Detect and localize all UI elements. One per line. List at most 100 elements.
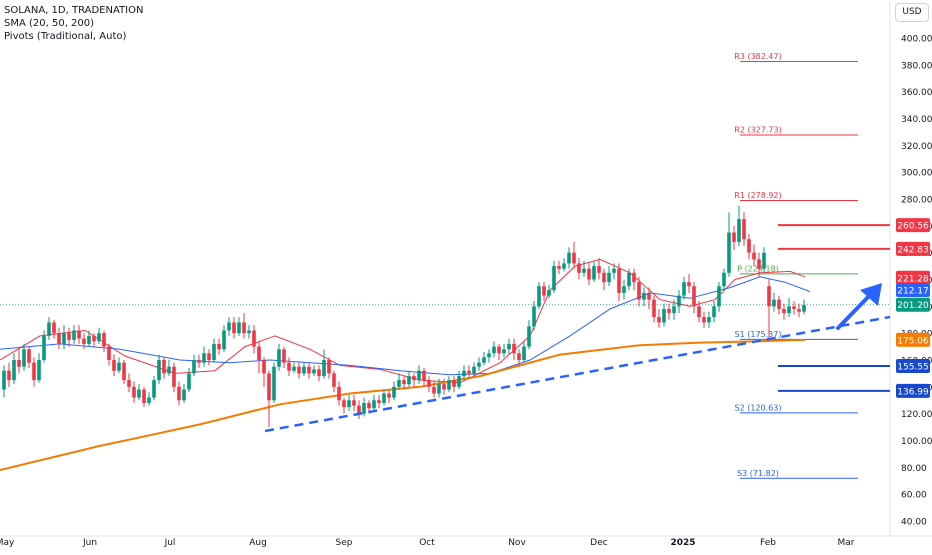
candle-body bbox=[772, 299, 776, 307]
candle-body bbox=[27, 349, 31, 363]
candle-body bbox=[527, 326, 531, 347]
candle-body bbox=[227, 322, 231, 331]
candle-body bbox=[787, 306, 791, 314]
arrow-shaft bbox=[836, 291, 874, 330]
candle-body bbox=[797, 309, 801, 312]
price-tag bbox=[896, 297, 930, 312]
candle-body bbox=[382, 393, 386, 403]
candle-body bbox=[792, 306, 796, 310]
trendline bbox=[264, 315, 891, 433]
candle-body bbox=[387, 393, 391, 398]
candle-body bbox=[567, 252, 571, 264]
candle-body bbox=[497, 346, 501, 354]
candle-body bbox=[322, 360, 326, 377]
x-tick-label: Mar bbox=[838, 538, 855, 548]
candle-body bbox=[77, 330, 81, 339]
candle-body bbox=[547, 290, 551, 296]
x-tick-label: Nov bbox=[508, 538, 526, 548]
x-tick-label: Sep bbox=[336, 538, 353, 548]
candle-body bbox=[117, 362, 121, 371]
candle-body bbox=[482, 357, 486, 363]
x-tick-label: Jun bbox=[82, 538, 97, 548]
candle-body bbox=[437, 384, 441, 394]
candle-body bbox=[377, 400, 381, 403]
candle-body bbox=[627, 272, 631, 287]
candle-body bbox=[272, 366, 276, 401]
level-tag-label: 260.56 bbox=[897, 222, 929, 232]
candle-body bbox=[237, 322, 241, 334]
candle-body bbox=[187, 373, 191, 390]
candle-body bbox=[87, 335, 91, 344]
sma-line bbox=[0, 258, 806, 384]
candle-body bbox=[757, 259, 761, 269]
price-tag-label: 201.20 bbox=[897, 301, 929, 311]
candle-body bbox=[112, 360, 116, 371]
y-tick-label: 360.00 bbox=[901, 88, 932, 98]
candle-body bbox=[292, 366, 296, 371]
candle-body bbox=[282, 349, 286, 363]
candle-body bbox=[122, 362, 126, 381]
candle-body bbox=[137, 389, 141, 398]
candle-body bbox=[602, 272, 606, 283]
legend-sma: SMA (20, 50, 200) bbox=[4, 18, 95, 29]
candle-body bbox=[332, 373, 336, 387]
candle-body bbox=[447, 380, 451, 390]
candle-body bbox=[457, 376, 461, 387]
pivot-label: R1 (278.92) bbox=[734, 191, 781, 200]
candle-body bbox=[402, 380, 406, 385]
candle-body bbox=[802, 304, 806, 312]
price-tag-label: 175.06 bbox=[897, 336, 929, 346]
currency-button[interactable]: USD bbox=[895, 3, 929, 22]
candle-body bbox=[287, 362, 291, 371]
y-tick-label: 380.00 bbox=[901, 61, 932, 71]
candle-body bbox=[552, 266, 556, 291]
candle-body bbox=[622, 286, 626, 293]
candle-body bbox=[102, 333, 106, 347]
y-tick-label: 120.00 bbox=[901, 410, 932, 420]
pivot-label: R2 (327.73) bbox=[734, 125, 781, 134]
y-tick-label: 80.00 bbox=[901, 464, 927, 474]
price-tag bbox=[896, 270, 930, 285]
pivot-label: S1 (175.37) bbox=[735, 330, 782, 339]
candle-body bbox=[302, 366, 306, 374]
candle-body bbox=[537, 286, 541, 307]
price-tag bbox=[896, 332, 930, 347]
price-tag-label: 221.28 bbox=[897, 274, 929, 284]
candle-body bbox=[42, 335, 46, 360]
candle-body bbox=[52, 322, 56, 334]
candle-body bbox=[147, 397, 151, 403]
price-tag-label: 212.17 bbox=[897, 287, 929, 297]
candle-body bbox=[317, 369, 321, 377]
candle-body bbox=[782, 309, 786, 314]
candle-body bbox=[337, 386, 341, 401]
y-tick-label: 60.00 bbox=[901, 491, 927, 501]
candle-body bbox=[572, 252, 576, 264]
candle-body bbox=[667, 309, 671, 314]
candle-body bbox=[657, 317, 661, 323]
candle-body bbox=[512, 343, 516, 354]
x-tick-label: Feb bbox=[760, 538, 776, 548]
candle-body bbox=[157, 360, 161, 381]
candle-body bbox=[577, 263, 581, 273]
candle-body bbox=[182, 389, 186, 401]
pivot-label: S3 (71.82) bbox=[737, 469, 779, 478]
y-tick-label: 340.00 bbox=[901, 115, 932, 125]
candle-body bbox=[362, 402, 366, 414]
candle-body bbox=[252, 330, 256, 347]
candle-body bbox=[2, 370, 6, 390]
candle-body bbox=[132, 386, 136, 398]
x-tick-label: Oct bbox=[419, 538, 435, 548]
candle-body bbox=[342, 400, 346, 407]
candle-body bbox=[267, 373, 271, 401]
y-tick-label: 280.00 bbox=[901, 196, 932, 206]
candle-body bbox=[492, 346, 496, 354]
candle-body bbox=[662, 309, 666, 323]
candle-body bbox=[242, 322, 246, 334]
candle-body bbox=[677, 295, 681, 307]
x-tick-label: Dec bbox=[590, 538, 607, 548]
candle-body bbox=[7, 370, 11, 381]
candle-body bbox=[262, 360, 266, 374]
candle-body bbox=[357, 405, 361, 414]
